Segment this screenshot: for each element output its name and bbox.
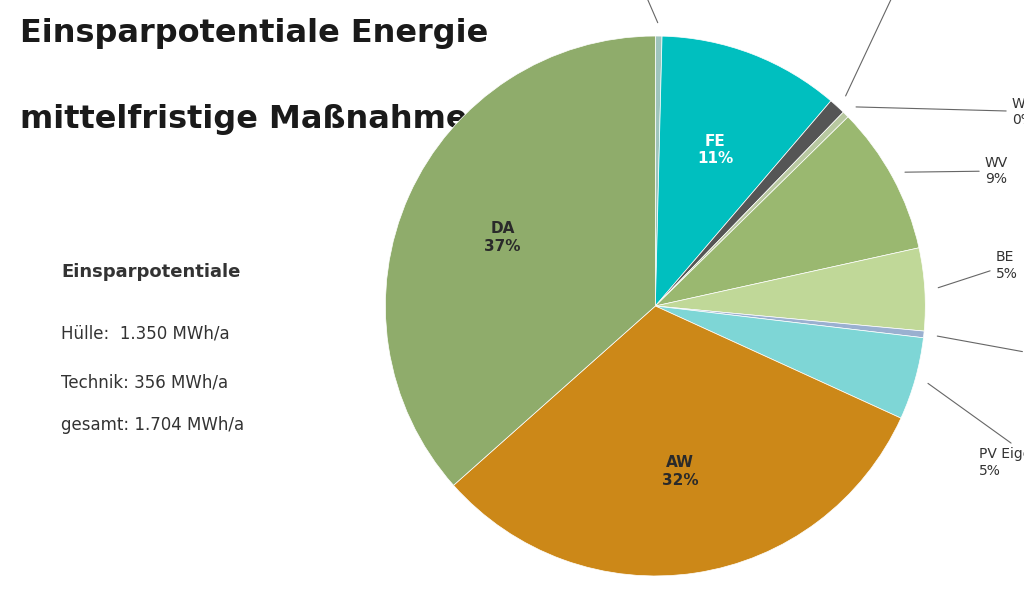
Text: Einsparpotentiale Energie: Einsparpotentiale Energie (20, 18, 488, 50)
Text: AW
32%: AW 32% (662, 455, 698, 488)
Wedge shape (655, 36, 663, 306)
Text: FE
11%: FE 11% (697, 133, 733, 166)
Wedge shape (655, 36, 830, 306)
Wedge shape (655, 248, 926, 331)
Text: BE
5%: BE 5% (938, 250, 1018, 288)
Text: PV Eigennutzung
5%: PV Eigennutzung 5% (928, 383, 1024, 478)
Text: FB
0%: FB 0% (617, 0, 657, 23)
Text: LÜ
0%: LÜ 0% (937, 336, 1024, 370)
Text: Hülle:  1.350 MWh/a: Hülle: 1.350 MWh/a (61, 324, 230, 342)
Text: gesamt: 1.704 MWh/a: gesamt: 1.704 MWh/a (61, 416, 245, 434)
Text: Einsparpotentiale: Einsparpotentiale (61, 263, 241, 281)
Text: mittelfristige Maßnahmen: mittelfristige Maßnahmen (20, 104, 490, 135)
Text: Technik: 356 MWh/a: Technik: 356 MWh/a (61, 373, 228, 391)
Wedge shape (655, 306, 924, 338)
Text: DA
37%: DA 37% (484, 221, 521, 253)
Wedge shape (655, 101, 844, 306)
Text: WWB
0%: WWB 0% (856, 97, 1024, 127)
Wedge shape (385, 36, 655, 485)
Wedge shape (454, 306, 901, 576)
Text: HK
1%: HK 1% (846, 0, 921, 96)
Text: WV
9%: WV 9% (905, 156, 1008, 186)
Wedge shape (655, 112, 848, 306)
Wedge shape (655, 117, 919, 306)
Wedge shape (655, 306, 924, 418)
